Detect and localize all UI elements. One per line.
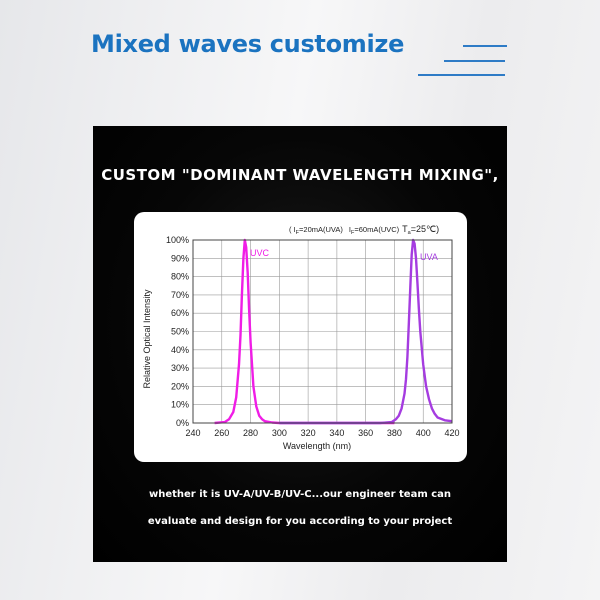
spectrum-chart: 240 260 280 300 320 340 360 380 400 420 0% 10% 20% 3… [142,224,460,451]
x-tick-label: 400 [416,428,431,438]
y-tick-label: 10% [171,400,189,410]
x-tick-label: 240 [185,428,200,438]
y-tick-label: 30% [171,363,189,373]
plot-frame [192,239,453,424]
y-tick-label: 0% [176,418,189,428]
decorative-line [444,60,505,62]
x-tick-label: 300 [272,428,287,438]
y-tick-label: 20% [171,381,189,391]
y-tick-label: 80% [171,272,189,282]
dark-panel: CUSTOM "DOMINANT WAVELENGTH MIXING", 240… [93,126,507,562]
y-tick-label: 90% [171,253,189,263]
x-tick-label: 360 [358,428,373,438]
y-tick-label: 50% [171,327,189,337]
y-tick-label: 40% [171,345,189,355]
chart-card: 240 260 280 300 320 340 360 380 400 420 0% 10% 20% 3… [134,212,467,462]
y-tick-label: 60% [171,308,189,318]
decorative-line [463,45,507,47]
x-tick-label: 320 [301,428,316,438]
series-line-uvc [214,238,395,425]
series-line-uva [279,238,453,425]
x-axis-label: Wavelength (nm) [283,441,351,451]
x-tick-label: 340 [329,428,344,438]
test-conditions: ( IF=20mA(UVA) IF=60mA(UVC) Ta=25℃) [289,224,439,236]
decorative-line [418,74,505,76]
y-tick-label: 100% [166,235,189,245]
caption-line-2: evaluate and design for you according to… [147,516,453,527]
page-title: Mixed waves customize [91,30,405,58]
y-axis-label: Relative Optical Intensity [142,289,152,389]
x-tick-label: 260 [214,428,229,438]
x-tick-label: 280 [243,428,258,438]
y-tick-label: 70% [171,290,189,300]
series-label-uvc: UVC [250,248,270,258]
x-tick-label: 420 [444,428,459,438]
x-tick-label: 380 [387,428,402,438]
series-label-uva: UVA [420,252,438,262]
headline: CUSTOM "DOMINANT WAVELENGTH MIXING", [101,166,499,184]
caption-line-1: whether it is UV-A/UV-B/UV-C...our engin… [148,489,452,500]
